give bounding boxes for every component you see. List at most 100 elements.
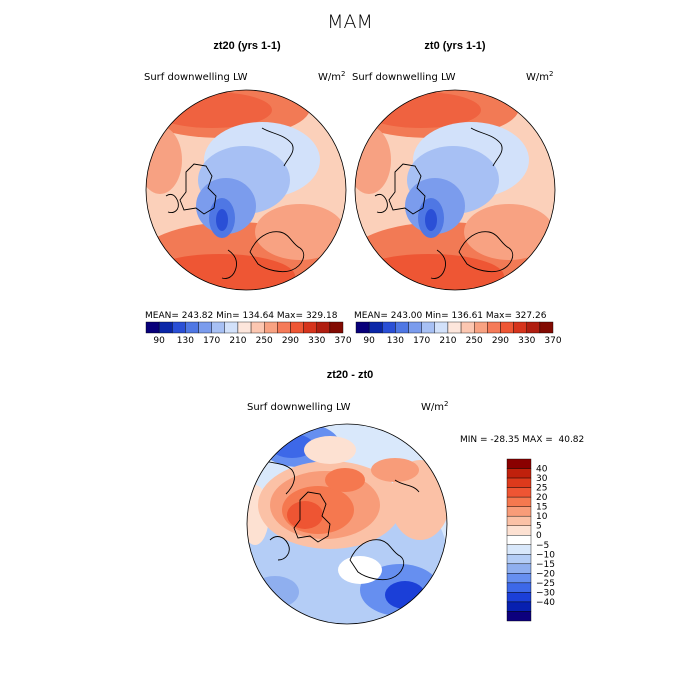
colorbar-diff-swatch xyxy=(506,487,532,498)
colorbar-zt0-tick-label: 210 xyxy=(439,336,456,346)
panel-diff-stats: MIN = -28.35 MAX = 40.82 xyxy=(460,435,584,445)
colorbar-zt0-swatch xyxy=(368,321,383,334)
colorbar-diff-swatch xyxy=(506,477,532,488)
colorbar-diff-tick-label: 0 xyxy=(536,531,542,541)
panel-zt0-units: W/m2 xyxy=(526,70,553,83)
colorbar-zt0-tick-label: 90 xyxy=(363,336,375,346)
panel-diff-map xyxy=(247,424,447,624)
colorbar-zt20-swatch xyxy=(290,321,304,334)
colorbar-zt20-swatch xyxy=(277,321,291,334)
panel-zt20: zt20 (yrs 1-1) Surf downwelling LW W/m2 … xyxy=(144,40,352,346)
colorbar-zt0: 90 130 170 210 250 290 330 370 xyxy=(355,321,562,346)
colorbar-zt0-swatch xyxy=(460,321,475,334)
colorbar-diff-tick-label: 40 xyxy=(536,465,548,475)
colorbar-zt20-swatch xyxy=(198,321,212,334)
panel-zt20-stats: MEAN= 243.82 Min= 134.64 Max= 329.18 xyxy=(145,311,338,321)
colorbar-zt20-tick-label: 170 xyxy=(203,336,220,346)
colorbar-diff-tick-label: 15 xyxy=(536,503,547,513)
colorbar-zt20-tick-label: 370 xyxy=(334,336,351,346)
panel-zt20-map xyxy=(146,90,346,290)
colorbar-zt20-swatch xyxy=(211,321,226,334)
colorbar-zt20-swatch xyxy=(237,321,252,334)
colorbar-diff-tick-label: −15 xyxy=(536,560,555,570)
panel-zt20-variable: Surf downwelling LW xyxy=(144,72,248,83)
colorbar-diff-tick-label: 30 xyxy=(536,474,548,484)
colorbar-diff-tick-label: −40 xyxy=(536,598,555,608)
colorbar-zt0-swatch xyxy=(421,321,435,334)
colorbar-zt20-tick-label: 290 xyxy=(282,336,299,346)
colorbar-zt0-swatch xyxy=(447,321,462,334)
colorbar-diff-tick-label: 5 xyxy=(536,522,542,532)
colorbar-zt0-tick-label: 330 xyxy=(518,336,535,346)
colorbar-diff-tick-label: −5 xyxy=(536,541,549,551)
colorbar-zt20-swatch xyxy=(264,321,278,334)
colorbar-diff-swatch xyxy=(506,601,532,612)
colorbar-zt20-tick-label: 330 xyxy=(308,336,325,346)
colorbar-zt0-swatch xyxy=(526,321,541,334)
colorbar-diff-swatch xyxy=(506,458,532,469)
colorbar-diff-swatch xyxy=(506,573,532,584)
colorbar-zt0-swatch xyxy=(355,321,370,334)
colorbar-diff-swatch xyxy=(506,582,532,593)
colorbar-diff-swatch xyxy=(506,525,532,536)
panel-zt0-variable: Surf downwelling LW xyxy=(352,72,456,83)
colorbar-zt20-swatch xyxy=(329,321,344,334)
colorbar-diff-swatch xyxy=(506,468,532,479)
colorbar-zt0-tick-label: 250 xyxy=(466,336,483,346)
colorbar-zt0-tick-label: 130 xyxy=(387,336,404,346)
colorbar-zt20-swatch xyxy=(145,321,160,334)
panel-zt0-map xyxy=(355,90,555,290)
colorbar-zt0-swatch xyxy=(487,321,501,334)
colorbar-zt0-swatch xyxy=(539,321,554,334)
colorbar-zt0-swatch xyxy=(474,321,488,334)
colorbar-zt20-swatch xyxy=(224,321,239,334)
colorbar-zt0-swatch xyxy=(500,321,514,334)
colorbar-zt20-swatch xyxy=(303,321,317,334)
colorbar-diff-tick-label: −10 xyxy=(536,550,555,560)
colorbar-diff-swatch xyxy=(506,554,532,565)
colorbar-zt0-swatch xyxy=(395,321,409,334)
colorbar-diff-swatch xyxy=(506,611,532,622)
panel-zt0: zt0 (yrs 1-1) Surf downwelling LW W/m2 M… xyxy=(352,40,562,346)
colorbar-diff-swatch xyxy=(506,515,532,526)
colorbar-zt20-tick-label: 250 xyxy=(256,336,273,346)
colorbar-zt20-swatch xyxy=(185,321,199,334)
colorbar-diff-tick-label: −30 xyxy=(536,588,555,598)
colorbar-zt0-swatch xyxy=(382,321,396,334)
colorbar-zt20-tick-label: 130 xyxy=(177,336,194,346)
colorbar-diff-tick-label: 25 xyxy=(536,484,547,494)
colorbar-zt20-swatch xyxy=(250,321,265,334)
colorbar-diff-swatch xyxy=(506,563,532,574)
colorbar-zt0-swatch xyxy=(434,321,449,334)
page-title: MAM xyxy=(327,11,373,33)
colorbar-diff-swatch xyxy=(506,592,532,603)
colorbar-zt20-tick-label: 210 xyxy=(229,336,246,346)
panel-zt20-title: zt20 (yrs 1-1) xyxy=(213,40,281,52)
colorbar-zt0-swatch xyxy=(513,321,527,334)
colorbar-diff-tick-label: −20 xyxy=(536,569,555,579)
colorbar-zt20: 90 130 170 210 250 290 330 370 xyxy=(145,321,352,346)
panel-zt0-stats: MEAN= 243.00 Min= 136.61 Max= 327.26 xyxy=(354,311,547,321)
colorbar-zt20-tick-label: 90 xyxy=(153,336,165,346)
panel-diff-variable: Surf downwelling LW xyxy=(247,402,351,413)
panel-diff-title: zt20 - zt0 xyxy=(327,369,373,381)
panel-zt0-title: zt0 (yrs 1-1) xyxy=(424,40,485,52)
colorbar-zt0-tick-label: 370 xyxy=(544,336,561,346)
colorbar-zt20-swatch xyxy=(172,321,186,334)
colorbar-diff-tick-label: 20 xyxy=(536,493,548,503)
colorbar-diff-swatch xyxy=(506,496,532,507)
colorbar-diff-tick-label: −25 xyxy=(536,579,555,589)
panel-diff-units: W/m2 xyxy=(421,400,448,413)
colorbar-diff-tick-label: 10 xyxy=(536,512,548,522)
panel-diff: zt20 - zt0 Surf downwelling LW W/m2 xyxy=(246,369,584,625)
panel-zt20-units: W/m2 xyxy=(318,70,345,83)
colorbar-zt0-tick-label: 290 xyxy=(492,336,509,346)
colorbar-diff-swatch xyxy=(506,506,532,517)
colorbar-zt0-swatch xyxy=(408,321,422,334)
colorbar-zt0-tick-label: 170 xyxy=(413,336,430,346)
colorbar-diff-swatch xyxy=(506,535,532,545)
colorbar-diff-swatch xyxy=(506,544,532,555)
colorbar-zt20-swatch xyxy=(316,321,331,334)
